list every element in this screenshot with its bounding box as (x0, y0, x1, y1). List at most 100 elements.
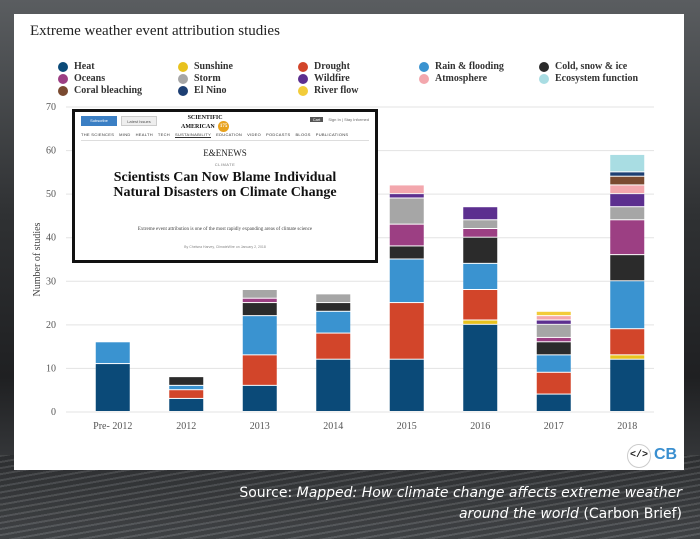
bar-segment (242, 290, 277, 298)
bar-segment (536, 311, 571, 316)
inset-stay-informed-link[interactable]: Stay Informed (344, 117, 369, 122)
legend-label: Sunshine (194, 61, 233, 72)
legend-item: Ecosystem function (539, 73, 638, 84)
chart-title: Extreme weather event attribution studie… (30, 23, 280, 39)
y-tick-label: 20 (46, 320, 56, 331)
legend-swatch (539, 61, 549, 72)
y-tick-label: 50 (46, 189, 56, 200)
inset-account-links: Cart Sign In | Stay Informed (309, 117, 369, 122)
legend-swatch (58, 85, 68, 96)
inset-nav-item[interactable]: MIND (119, 132, 131, 137)
legend-item: Cold, snow & ice (539, 61, 627, 72)
bar-segment (242, 303, 277, 316)
carbon-brief-logo: CB (654, 446, 678, 463)
source-caption: Source: Mapped: How climate change affec… (202, 483, 682, 525)
inset-latest-issues-button[interactable]: Latest Issues (121, 116, 157, 126)
bar-segment (610, 329, 645, 355)
y-tick-label: 40 (46, 233, 56, 244)
inset-nav-item[interactable]: PUBLICATIONS (315, 132, 349, 137)
legend-label: Drought (314, 61, 350, 72)
bar-segment (610, 281, 645, 329)
inset-nav-item[interactable]: VIDEO (247, 132, 262, 137)
x-tick-label: 2013 (250, 421, 270, 432)
inset-sign-in-link[interactable]: Sign In (328, 117, 341, 122)
x-tick-label: 2017 (544, 421, 564, 432)
legend-label: Coral bleaching (74, 85, 143, 96)
bar-segment (169, 385, 204, 390)
legend-item: Wildfire (298, 73, 350, 84)
legend-label: Heat (74, 61, 95, 72)
bar-segment (389, 185, 424, 194)
bar-segment (536, 316, 571, 320)
bar-segment (316, 359, 351, 411)
inset-cart-link[interactable]: Cart (309, 117, 324, 122)
bar-segment (95, 364, 130, 411)
legend-swatch (58, 73, 68, 84)
bar-segment (610, 359, 645, 411)
bar-segment (610, 172, 645, 176)
bar-segment (536, 320, 571, 324)
bar-segment (536, 394, 571, 411)
inset-nav-item[interactable]: BLOGS (295, 132, 311, 137)
legend-item: Heat (58, 61, 95, 72)
bar-segment (610, 176, 645, 185)
inset-subscribe-button[interactable]: Subscribe (81, 116, 117, 126)
y-tick-label: 60 (46, 146, 56, 157)
bar-segment (610, 185, 645, 194)
article-screenshot-inset: Subscribe Latest Issues SCIENTIFIC AMERI… (72, 109, 378, 263)
bar-segment (463, 324, 498, 411)
source-suffix: (Carbon Brief) (578, 506, 682, 522)
inset-nav-bar: THE SCIENCES MIND HEALTH TECH SUSTAINABILITY… (81, 132, 369, 141)
inset-brand-line1: SCIENTIFIC (187, 115, 223, 121)
legend-swatch (58, 61, 68, 72)
inset-headline: Scientists Can Now Blame Individual Natu… (113, 170, 337, 200)
inset-brand-line2: AMERICAN (181, 123, 215, 130)
y-tick-label: 70 (46, 102, 56, 113)
inset-nav-item[interactable]: SUSTAINABILITY (174, 132, 212, 138)
bar-segment (463, 220, 498, 228)
legend-item: Oceans (58, 73, 105, 84)
inset-brand-badge: 175 (218, 121, 230, 132)
bar-segment (316, 294, 351, 303)
embed-code-icon[interactable]: </> (627, 444, 651, 468)
legend-item: River flow (298, 85, 359, 96)
bar-segment (316, 311, 351, 333)
bar-segment (463, 237, 498, 263)
bar-segment (463, 263, 498, 289)
x-tick-label: 2015 (397, 421, 417, 432)
legend-swatch (419, 61, 429, 72)
bar-segment (463, 229, 498, 237)
inset-nav-item[interactable]: TECH (157, 132, 170, 137)
bar-segment (242, 298, 277, 303)
legend-swatch (178, 73, 188, 84)
bar-segment (169, 398, 204, 411)
legend-item: Sunshine (178, 61, 233, 72)
legend-item: Coral bleaching (58, 85, 142, 96)
inset-dek: Extreme event attribution is one of the … (137, 227, 313, 232)
legend-item: Drought (298, 61, 350, 72)
x-tick-label: 2016 (470, 421, 490, 432)
bar-segment (389, 359, 424, 411)
bar-segment (316, 303, 351, 311)
inset-nav-item[interactable]: HEALTH (135, 132, 153, 137)
legend-label: River flow (314, 85, 359, 96)
chart-panel: Extreme weather event attribution studie… (14, 14, 684, 470)
legend-item: Atmosphere (419, 73, 487, 84)
bar-segment (316, 333, 351, 359)
inset-nav-item[interactable]: THE SCIENCES (81, 132, 115, 137)
legend-label: Ecosystem function (555, 73, 639, 84)
inset-nav-item[interactable]: EDUCATION (216, 132, 243, 137)
legend-swatch (419, 73, 429, 84)
bar-segment (610, 220, 645, 255)
bar-segment (95, 342, 130, 364)
x-tick-label: 2014 (323, 421, 343, 432)
inset-brand-logo: SCIENTIFIC AMERICAN 175 (181, 115, 230, 132)
y-tick-label: 30 (46, 276, 56, 287)
bar-segment (463, 207, 498, 220)
bar-segment (242, 385, 277, 411)
bar-segment (463, 290, 498, 320)
bar-segment (242, 355, 277, 385)
legend-label: Wildfire (314, 73, 350, 84)
inset-nav-item[interactable]: PODCASTS (266, 132, 291, 137)
inset-kicker: CLIMATE (214, 162, 236, 167)
